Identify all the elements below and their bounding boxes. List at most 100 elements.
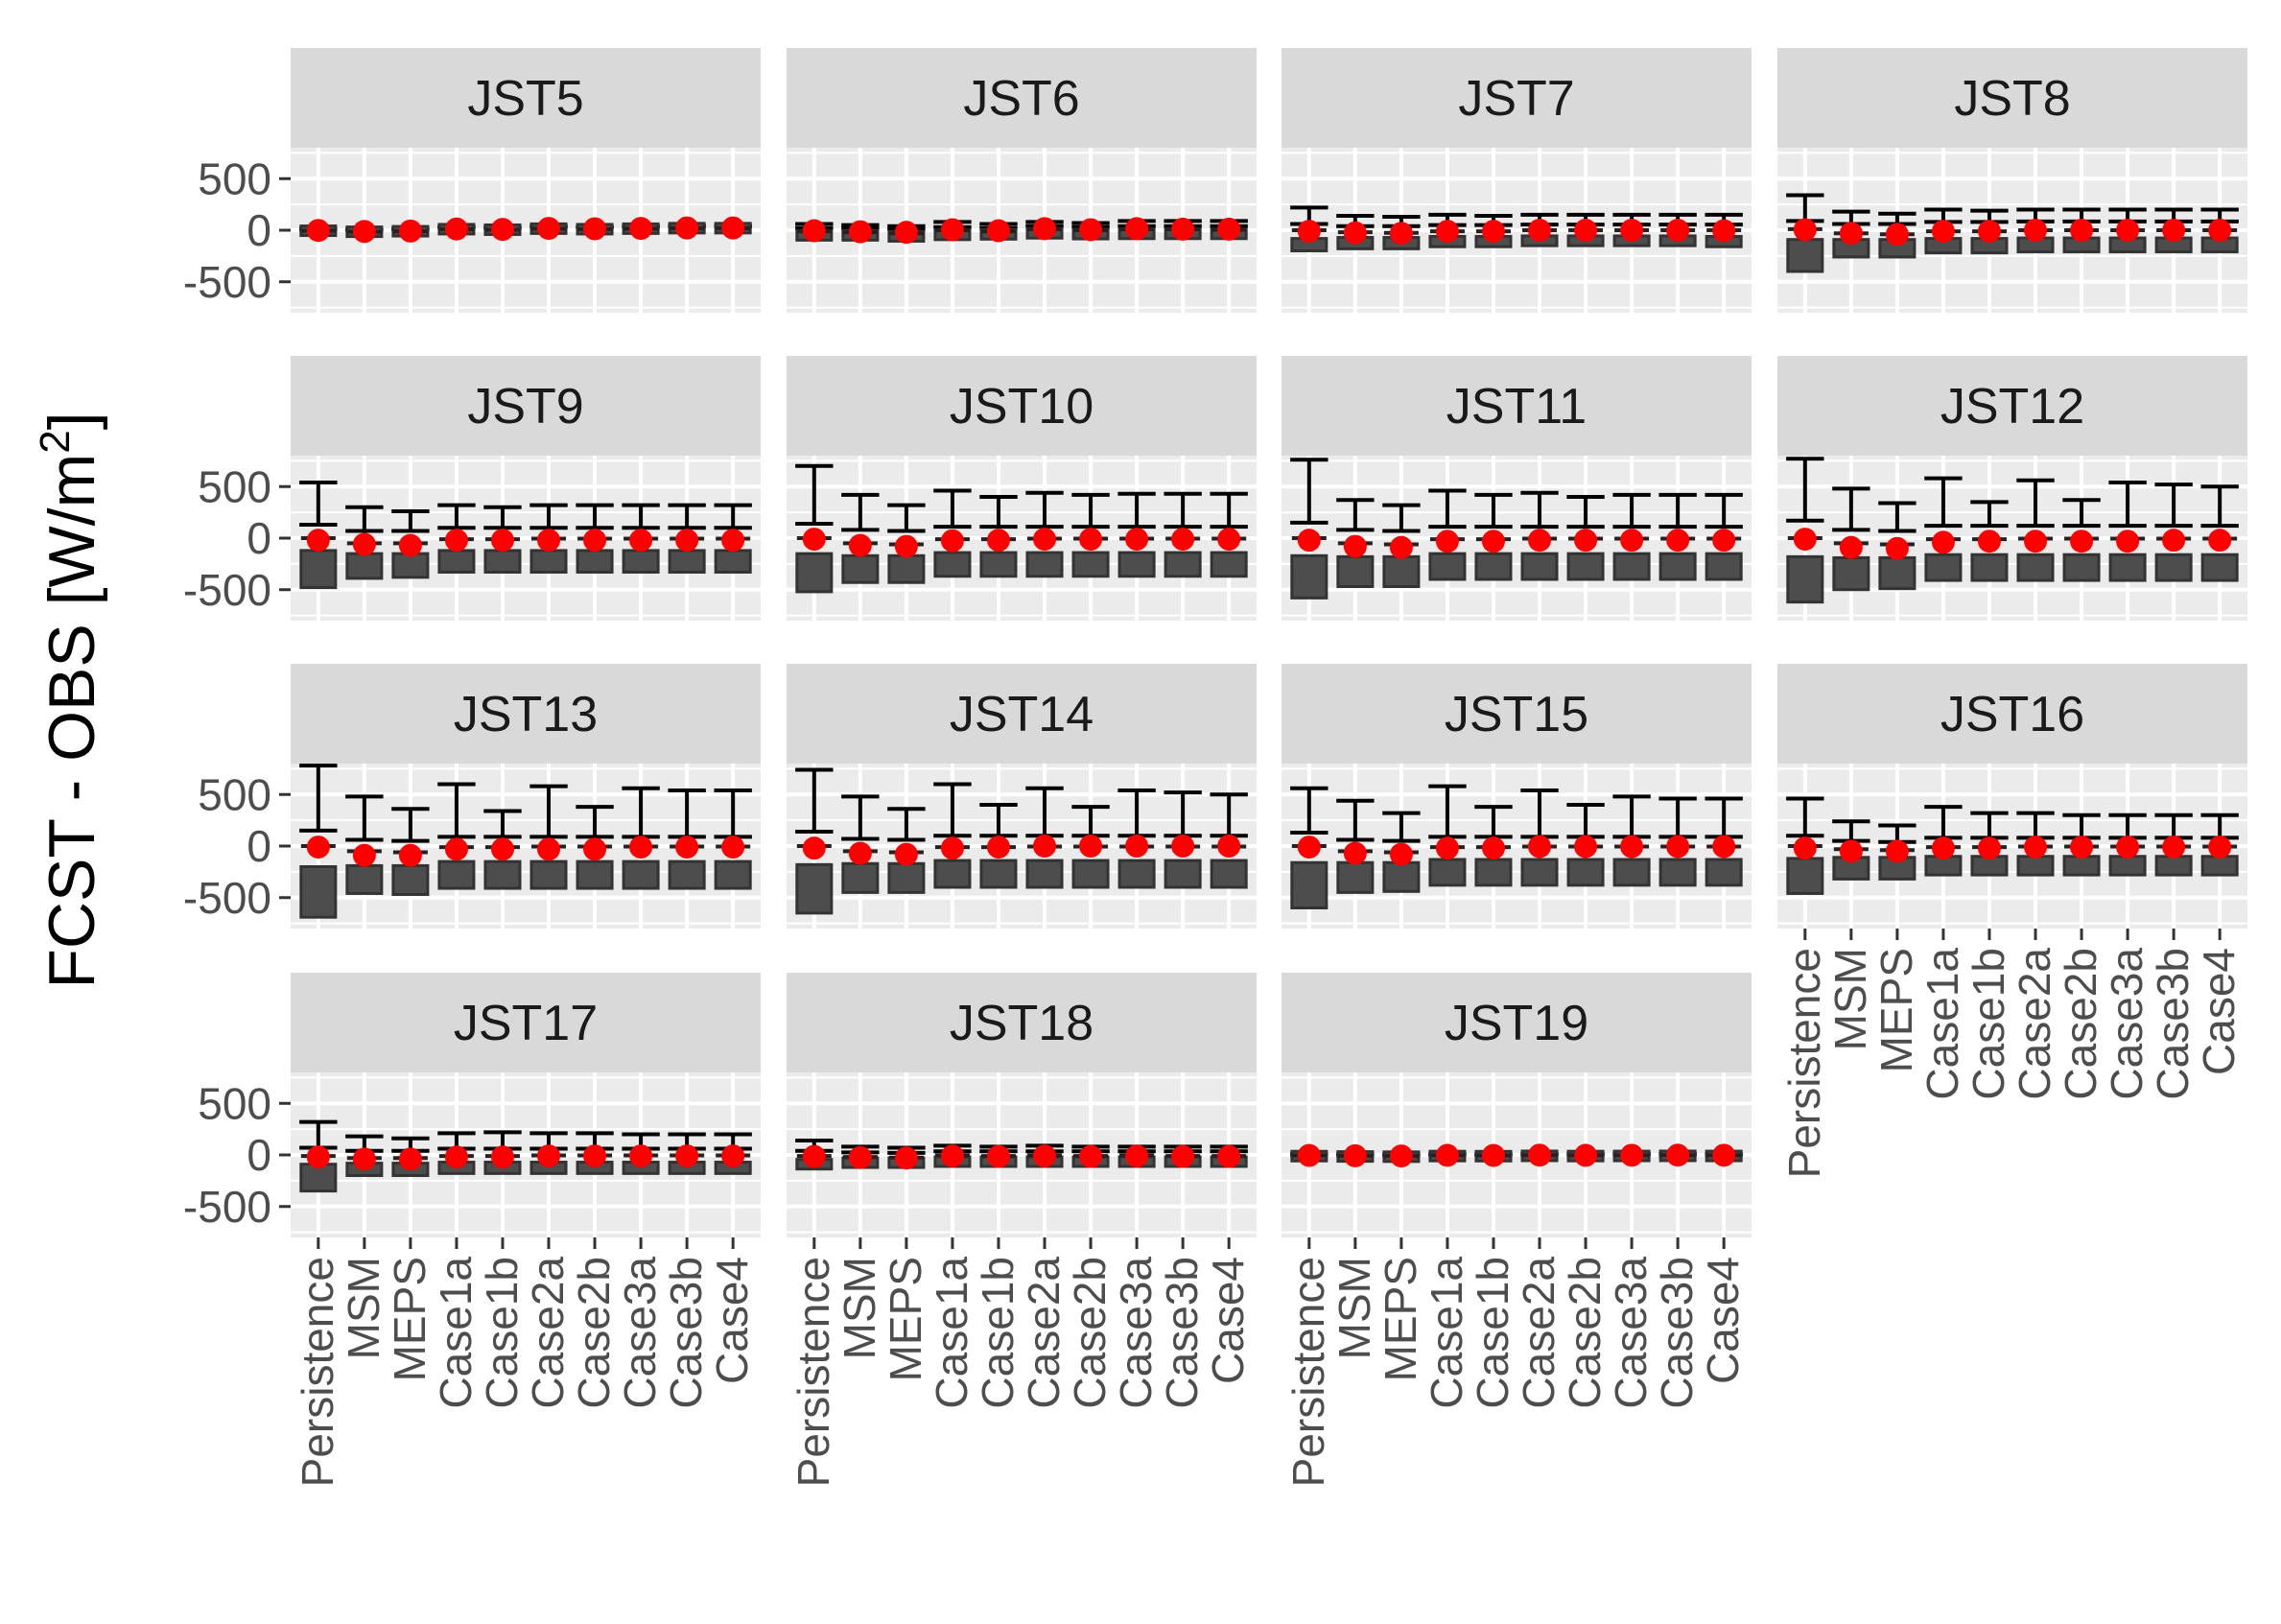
mean-point [1033, 1144, 1057, 1168]
mean-point [1217, 1144, 1241, 1168]
mean-point [583, 1144, 607, 1168]
iqr-box [1786, 857, 1824, 895]
y-tick-label: 500 [198, 153, 271, 203]
facet-strip [787, 664, 1257, 764]
x-tick-label: Case2b [1065, 1257, 1115, 1409]
x-tick-label: Case1a [1917, 948, 1967, 1100]
mean-point [1885, 839, 1909, 863]
y-axis-label-main: FCST - OBS [W/m [35, 454, 108, 989]
mean-point [2070, 530, 2094, 553]
x-tick-label: Case2a [1514, 1257, 1564, 1409]
mean-point [1528, 529, 1552, 553]
facet-strip [1777, 356, 2247, 456]
mean-point [894, 534, 918, 558]
x-tick-label: MEPS [385, 1257, 435, 1381]
iqr-box [2154, 553, 2193, 582]
mean-point [1217, 528, 1241, 552]
iqr-box [1705, 552, 1743, 581]
iqr-box [1878, 555, 1917, 591]
facet-title: JST11 [1446, 379, 1587, 435]
iqr-box [795, 552, 834, 594]
x-tick-label: MEPS [881, 1257, 930, 1381]
x-tick-label: Case3b [661, 1257, 711, 1409]
facet-title: JST14 [950, 687, 1093, 742]
mean-point [675, 529, 699, 553]
iqr-box [1290, 860, 1329, 910]
iqr-box [714, 549, 752, 574]
mean-point [1389, 535, 1413, 559]
mean-point [1793, 836, 1817, 860]
y-axis-label-end: ] [35, 412, 108, 430]
mean-point [306, 1145, 330, 1169]
mean-point [1574, 1143, 1598, 1167]
facet-title: JST12 [1940, 379, 2084, 435]
iqr-box [1210, 859, 1248, 889]
x-tick-label: MSM [1825, 948, 1875, 1050]
iqr-box [1382, 860, 1421, 893]
mean-point [1125, 217, 1149, 241]
y-tick-label: 500 [198, 461, 271, 511]
mean-point [537, 217, 561, 241]
x-tick-label: Case3a [1111, 1257, 1161, 1409]
mean-point [986, 529, 1010, 553]
iqr-box [1164, 859, 1202, 889]
mean-point [1620, 1143, 1644, 1167]
facet-strip [787, 356, 1257, 456]
x-tick-label: Case1b [1468, 1257, 1517, 1409]
iqr-box [1786, 238, 1824, 273]
facet-strip [787, 973, 1257, 1072]
facet-title: JST6 [963, 71, 1079, 127]
iqr-box [1970, 553, 2009, 582]
mean-point [721, 1144, 745, 1168]
mean-point [1666, 1143, 1690, 1167]
mean-point [848, 220, 872, 244]
mean-point [352, 532, 376, 556]
mean-point [802, 219, 826, 243]
facet-strip [1282, 973, 1752, 1072]
mean-point [940, 529, 964, 553]
mean-point [352, 843, 376, 867]
x-tick-label: Case1b [477, 1257, 527, 1409]
mean-point [490, 837, 514, 861]
facet-title: JST10 [950, 379, 1093, 435]
x-tick-label: MSM [835, 1257, 884, 1359]
mean-point [1793, 528, 1817, 552]
mean-point [306, 836, 330, 859]
mean-point [1574, 529, 1598, 553]
iqr-box [1336, 554, 1375, 589]
y-tick-label: -500 [183, 257, 271, 307]
mean-point [1885, 223, 1909, 247]
mean-point [1712, 529, 1736, 553]
iqr-box [1474, 552, 1513, 581]
x-tick-label: Case1a [431, 1257, 481, 1409]
mean-point [1435, 220, 1459, 244]
iqr-box [2200, 553, 2239, 582]
x-tick-label: Persistence [293, 1257, 342, 1487]
facet-strip [1282, 664, 1752, 764]
iqr-box [1658, 858, 1697, 887]
iqr-box [1566, 858, 1605, 887]
facet-strip [1282, 356, 1752, 456]
iqr-box [1336, 860, 1375, 894]
mean-point [721, 836, 745, 859]
mean-point [1931, 530, 1955, 554]
iqr-box [933, 859, 972, 889]
mean-point [1033, 835, 1057, 858]
mean-point [2162, 219, 2186, 242]
mean-point [1297, 1143, 1321, 1167]
iqr-box [1832, 555, 1870, 592]
iqr-box [841, 861, 880, 894]
mean-point [306, 219, 330, 243]
x-tick-label: Case2a [1019, 1257, 1069, 1409]
mean-point [490, 1145, 514, 1169]
iqr-box [1520, 552, 1559, 581]
x-tick-label: Case1a [927, 1257, 976, 1409]
mean-point [675, 216, 699, 240]
mean-point [2024, 836, 2048, 859]
y-tick-label: 0 [247, 205, 271, 255]
x-tick-label: MEPS [1871, 948, 1921, 1072]
mean-point [2070, 219, 2094, 242]
mean-point [1977, 836, 2001, 860]
mean-point [1666, 529, 1690, 553]
iqr-box [1566, 552, 1605, 581]
